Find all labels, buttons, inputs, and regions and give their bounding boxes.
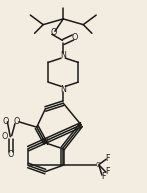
Text: F: F bbox=[101, 172, 106, 180]
Text: F: F bbox=[105, 167, 110, 176]
Text: O: O bbox=[14, 117, 20, 126]
Text: N: N bbox=[60, 51, 66, 60]
Text: O: O bbox=[8, 150, 14, 159]
Text: O: O bbox=[2, 132, 8, 141]
Text: C: C bbox=[96, 162, 101, 168]
Text: O: O bbox=[50, 28, 56, 37]
Text: N: N bbox=[60, 85, 66, 94]
Text: N: N bbox=[42, 138, 48, 147]
Text: O: O bbox=[2, 117, 8, 126]
Text: O: O bbox=[71, 33, 78, 42]
Text: F: F bbox=[105, 154, 110, 163]
